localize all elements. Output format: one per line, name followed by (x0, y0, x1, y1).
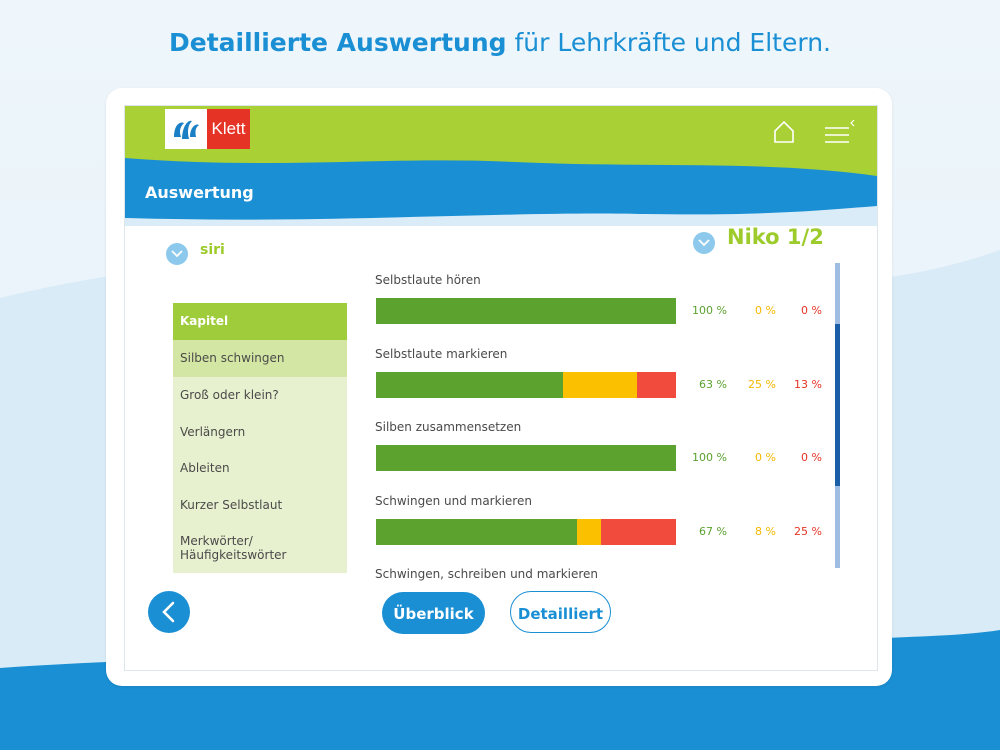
result-bar (376, 518, 676, 545)
result-bar (376, 298, 676, 324)
class-dropdown-button[interactable] (166, 243, 188, 265)
bar-segment-green (376, 445, 676, 471)
percent-red: 0 % (801, 451, 822, 464)
result-bar (376, 371, 676, 398)
menu-icon[interactable] (825, 120, 855, 144)
result-label: Selbstlaute markieren (375, 346, 508, 361)
percent-yellow: 0 % (755, 451, 776, 464)
headline-bold: Detaillierte Auswertung (168, 28, 507, 57)
chapter-list: Kapitel Silben schwingen Groß oder klein… (173, 303, 347, 574)
percent-green: 67 % (699, 524, 727, 538)
app-screen: Klett Auswertung siri Niko 1/2 Kapitel S… (124, 105, 878, 671)
bar-segment-green (376, 371, 564, 398)
overview-button[interactable]: Überblick (382, 592, 485, 634)
bar-segment-green (376, 298, 676, 324)
klett-logo-mark (165, 109, 207, 149)
scrollbar-thumb[interactable] (835, 324, 840, 486)
bar-segment-red (601, 518, 676, 545)
header-background (125, 106, 877, 226)
chapter-item[interactable]: Merkwörter/ Häufigkeitswörter (173, 523, 347, 574)
bar-segment-yellow (577, 518, 601, 545)
back-button[interactable] (148, 591, 190, 633)
percent-red: 13 % (794, 377, 822, 391)
bar-segment-red (637, 371, 676, 398)
chapter-item[interactable]: Kurzer Selbstlaut (173, 486, 347, 524)
student-name[interactable]: Niko 1/2 (727, 225, 824, 249)
result-bar (376, 445, 676, 471)
detailed-button[interactable]: Detailliert (510, 591, 611, 633)
chapter-item[interactable]: Silben schwingen (173, 340, 347, 377)
percent-yellow: 25 % (748, 377, 776, 391)
klett-logo-word: Klett (207, 109, 250, 149)
chevron-down-icon (171, 250, 183, 258)
result-label: Schwingen und markieren (375, 493, 532, 508)
percent-green: 100 % (692, 451, 727, 464)
klett-logo: Klett (165, 109, 250, 149)
results-chart: Selbstlaute hören 100 % 0 % 0 % Selbstlaute … (375, 272, 835, 582)
result-label: Schwingen, schreiben und markieren (375, 567, 599, 581)
percent-red: 25 % (794, 524, 822, 538)
chapter-item[interactable]: Ableiten (173, 450, 347, 487)
percent-red: 0 % (801, 304, 822, 317)
chapter-item[interactable]: Groß oder klein? (173, 376, 347, 414)
chapter-list-header: Kapitel (173, 303, 347, 340)
percent-yellow: 8 % (755, 524, 776, 538)
chevron-down-icon (698, 239, 710, 247)
class-name[interactable]: siri (200, 242, 225, 258)
headline-rest: für Lehrkräfte und Eltern. (506, 28, 831, 57)
chapter-item[interactable]: Verlängern (173, 413, 347, 451)
home-icon[interactable] (773, 120, 795, 144)
result-label: Silben zusammensetzen (375, 420, 522, 434)
tablet-frame: Klett Auswertung siri Niko 1/2 Kapitel S… (106, 88, 892, 686)
bar-segment-green (376, 518, 577, 545)
result-label: Selbstlaute hören (375, 273, 481, 287)
percent-green: 100 % (692, 304, 727, 317)
section-title: Auswertung (145, 183, 254, 202)
percent-yellow: 0 % (755, 304, 776, 317)
headline: Detaillierte Auswertung für Lehrkräfte u… (0, 28, 1000, 57)
chevron-left-icon (162, 601, 175, 623)
bar-segment-yellow (563, 371, 638, 398)
percent-green: 63 % (699, 377, 727, 391)
student-dropdown-button[interactable] (693, 232, 715, 254)
